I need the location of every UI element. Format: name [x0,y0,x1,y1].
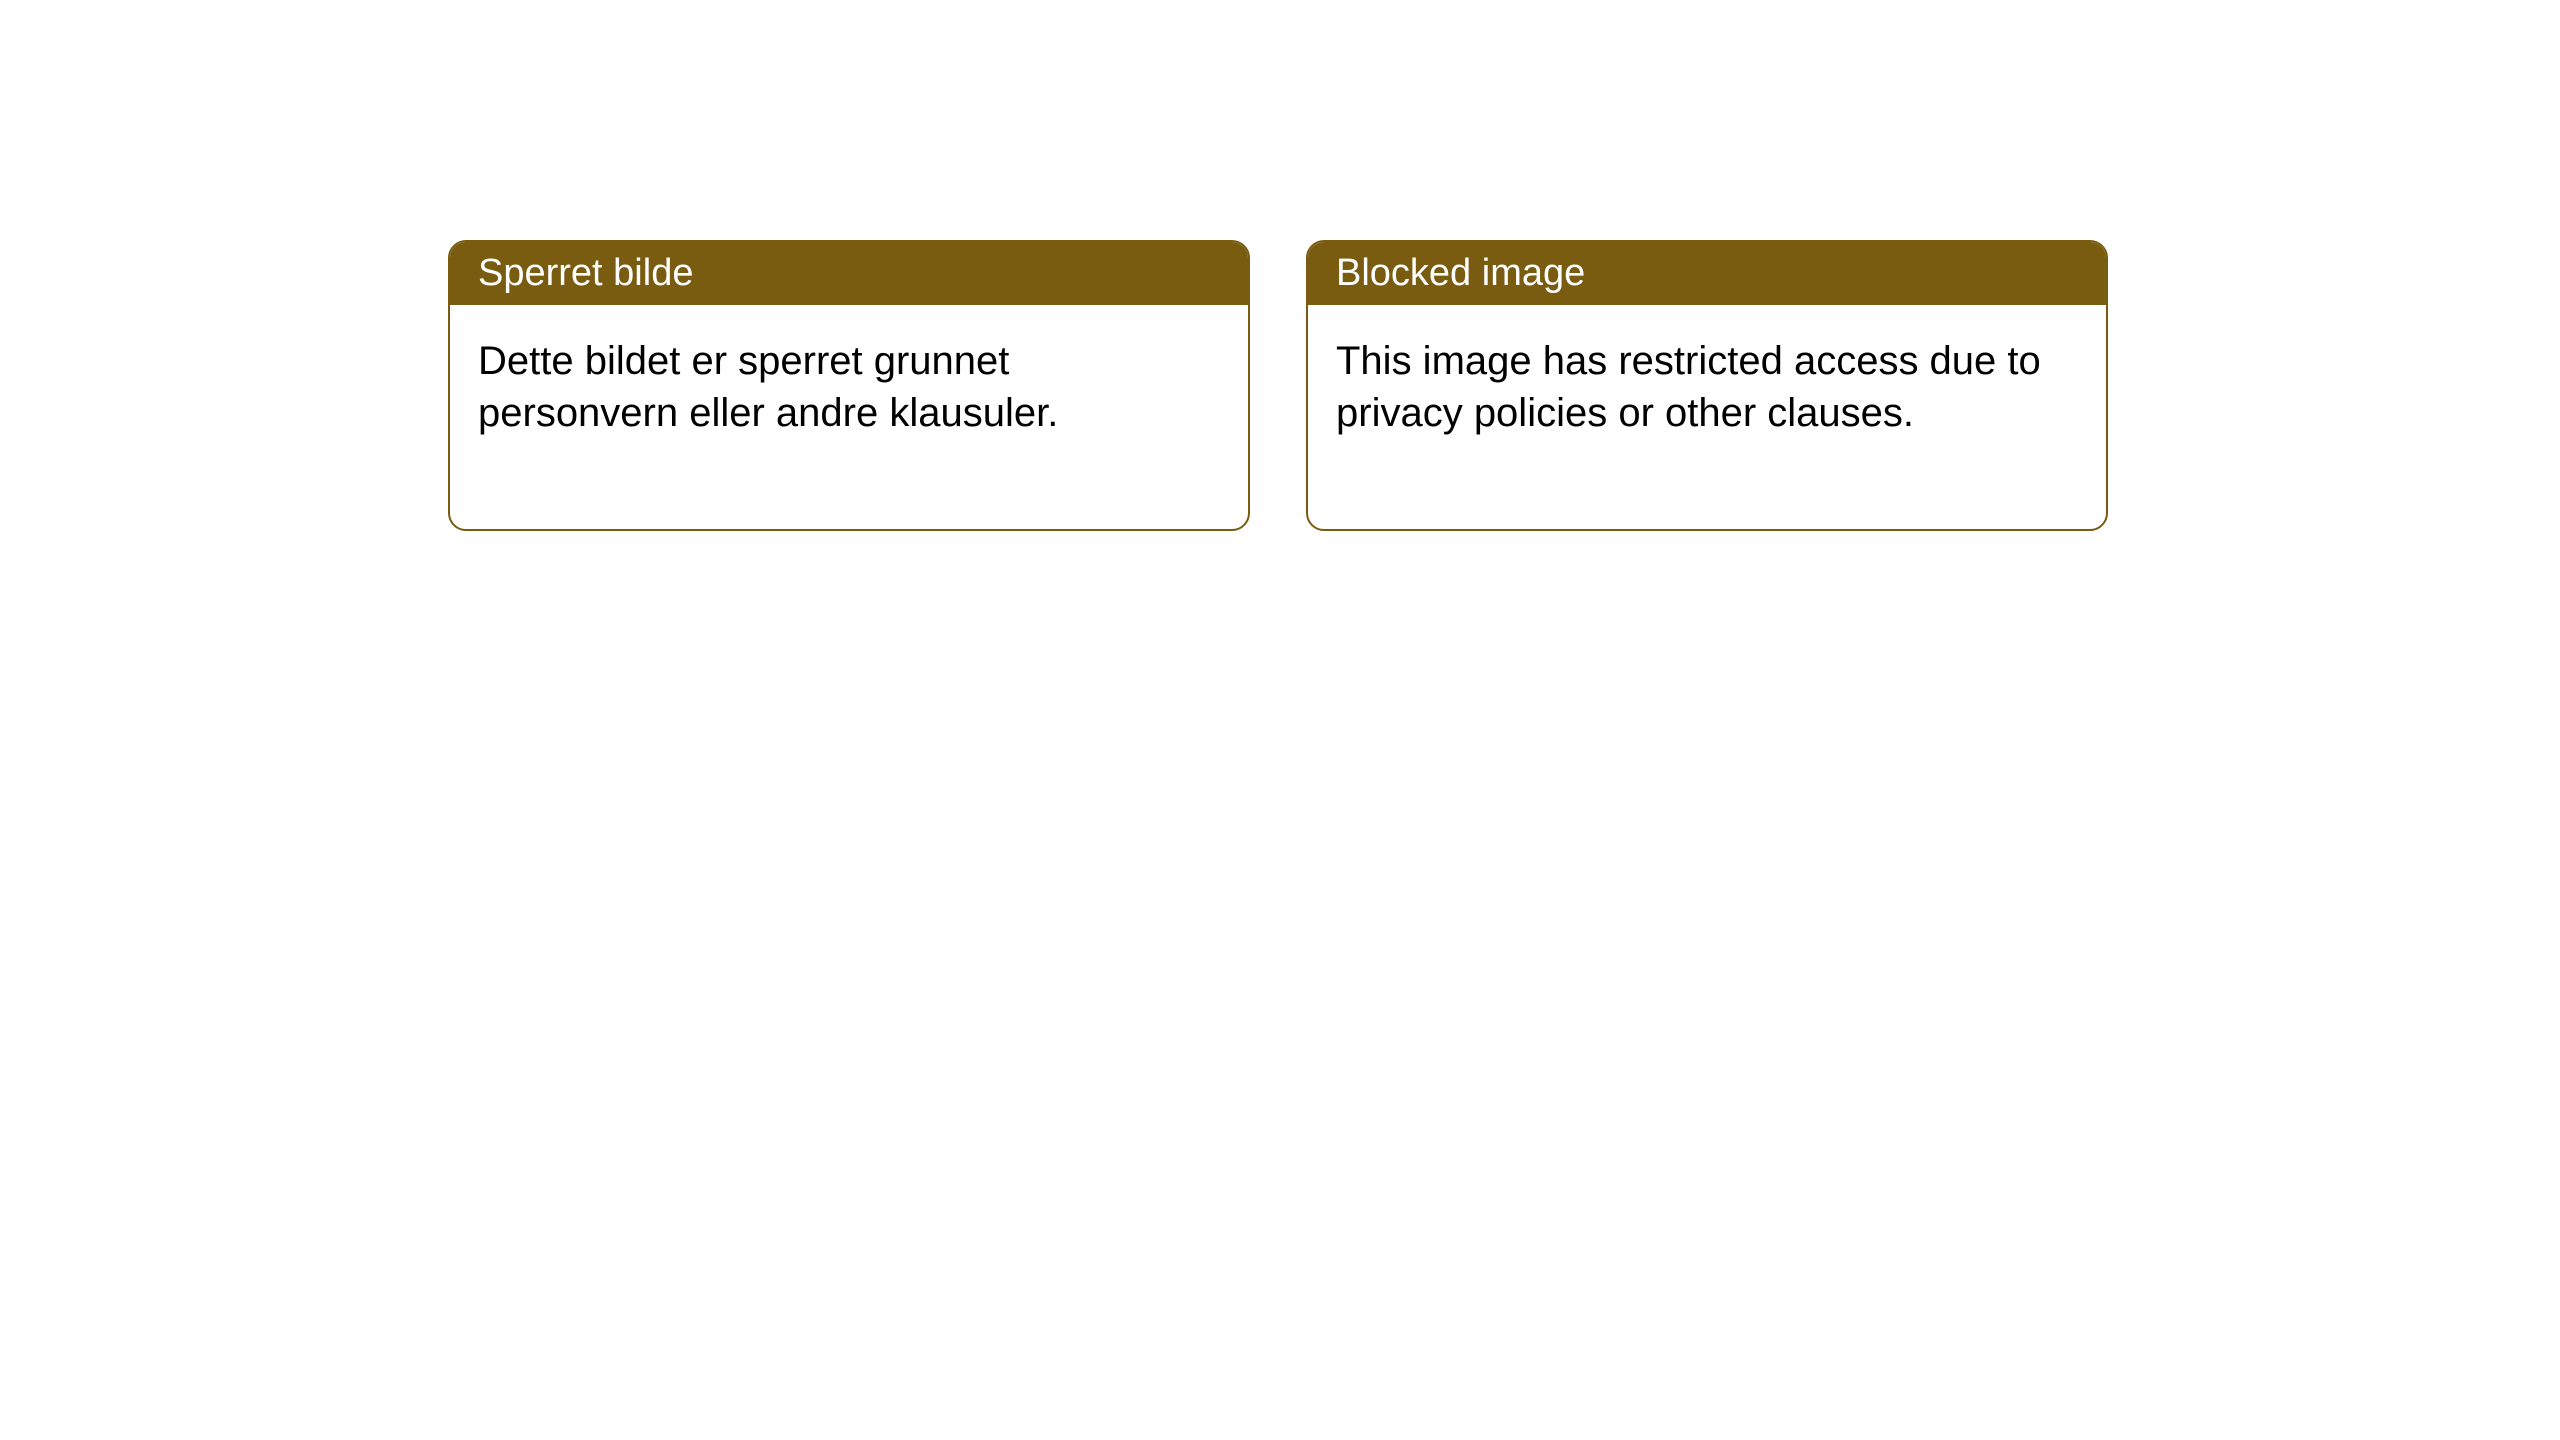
notice-body-text: This image has restricted access due to … [1336,339,2041,435]
notice-header: Blocked image [1308,242,2106,305]
notice-body: This image has restricted access due to … [1308,305,2106,529]
notice-title: Blocked image [1336,252,1585,294]
notice-header: Sperret bilde [450,242,1248,305]
notice-title: Sperret bilde [478,252,693,294]
notice-body: Dette bildet er sperret grunnet personve… [450,305,1248,529]
notice-box-english: Blocked image This image has restricted … [1306,240,2108,531]
notices-container: Sperret bilde Dette bildet er sperret gr… [0,0,2560,531]
notice-box-norwegian: Sperret bilde Dette bildet er sperret gr… [448,240,1250,531]
notice-body-text: Dette bildet er sperret grunnet personve… [478,339,1058,435]
